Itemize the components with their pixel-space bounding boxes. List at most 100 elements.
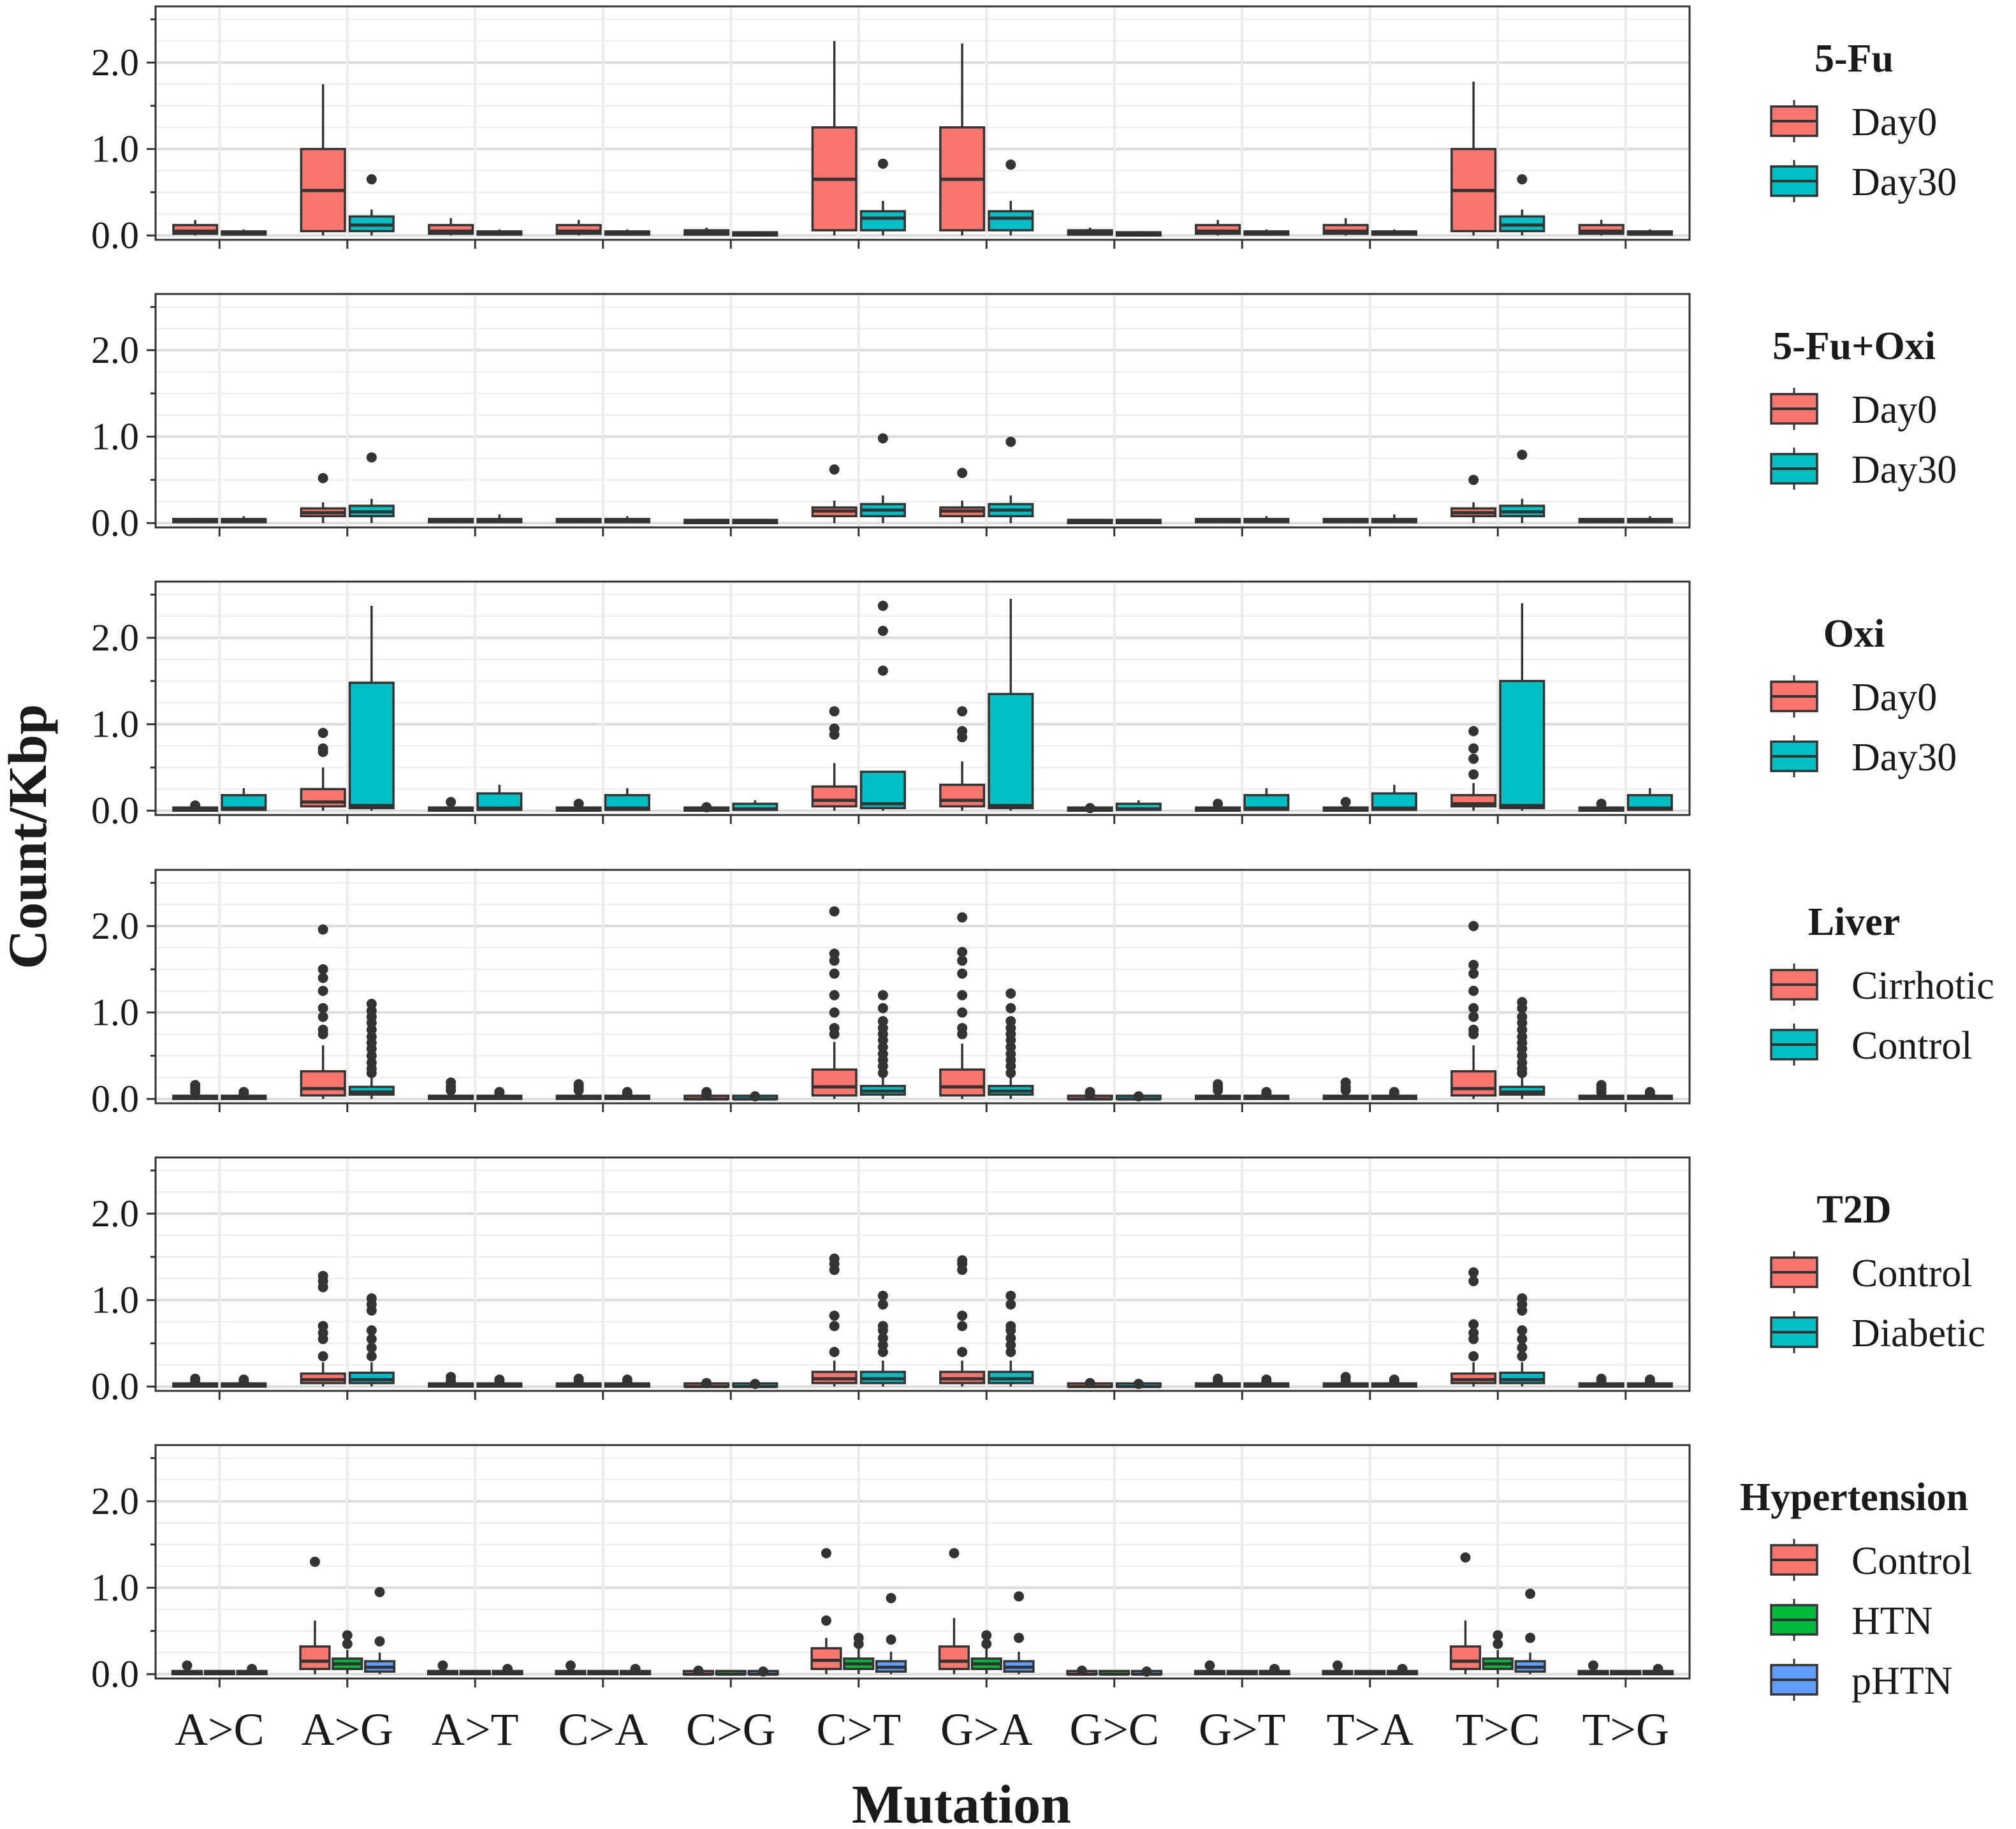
box-body <box>810 1647 842 1670</box>
outlier-point <box>1525 1589 1536 1599</box>
outlier-point <box>1644 1087 1655 1098</box>
box-A>T-Day0 <box>428 797 474 812</box>
outlier-point <box>318 985 328 996</box>
panel-background <box>156 6 1690 240</box>
legend-5: T2D Control Diabetic <box>1770 1188 1985 1355</box>
legend-key-Diabetic <box>1770 1311 1818 1353</box>
panel-border <box>154 580 1691 816</box>
outlier-point <box>701 1087 712 1098</box>
box-T>G-Day0 <box>1578 518 1625 524</box>
box-T>C-Day30 <box>1499 174 1545 236</box>
outlier-point <box>829 990 840 1001</box>
box-C>A-Day0 <box>555 798 602 812</box>
box-T>A-Day0 <box>1322 218 1369 236</box>
outlier-point <box>957 1255 968 1266</box>
legend-key-Day30 <box>1770 448 1818 490</box>
x-tick-label: A>T <box>432 1704 519 1755</box>
outlier-point <box>1468 921 1479 932</box>
outlier-point <box>318 1003 328 1013</box>
legend-key-Control <box>1770 1024 1818 1066</box>
legend-title: 5-Fu <box>1815 37 1894 80</box>
outlier-point <box>829 1023 840 1034</box>
outlier-point <box>981 1638 992 1649</box>
box-body <box>221 794 267 811</box>
outlier-point <box>318 473 328 483</box>
box-A>T-Cirrhotic <box>428 1077 474 1100</box>
panel-background <box>156 870 1690 1103</box>
box-T>G-Day30 <box>1626 229 1673 236</box>
legend-2: 5-Fu+Oxi Day0 Day30 <box>1770 325 1957 492</box>
panel-border <box>154 1444 1691 1680</box>
outlier-point <box>1596 1080 1607 1091</box>
outlier-point <box>1596 798 1607 809</box>
outlier-point <box>877 600 888 611</box>
box-C>T-Day0 <box>811 464 858 524</box>
box-A>C-Day30 <box>221 229 267 236</box>
outlier-point <box>1460 1552 1471 1563</box>
outlier-point <box>1468 753 1479 764</box>
box-body <box>939 783 986 808</box>
outlier-point <box>829 968 840 979</box>
box-A>T-pHTN <box>492 1664 523 1675</box>
outlier-point <box>622 1374 632 1385</box>
outlier-point <box>821 1615 831 1626</box>
box-G>T-Control <box>1195 1374 1241 1388</box>
legend-label: Day30 <box>1852 448 1957 492</box>
box-body <box>988 693 1034 809</box>
outlier-point <box>1468 1351 1479 1362</box>
outlier-point <box>318 924 328 935</box>
box-T>G-Control <box>1577 1660 1609 1675</box>
box-body <box>859 770 906 809</box>
outlier-point <box>1468 474 1479 485</box>
box-C>T-Day30 <box>859 600 906 811</box>
outlier-point <box>182 1660 193 1671</box>
legend-label: Control <box>1852 1539 1972 1583</box>
box-C>G-Day0 <box>683 228 730 236</box>
legend-label: Control <box>1852 1252 1972 1295</box>
outlier-point <box>374 1587 385 1598</box>
box-T>A-Control <box>1371 1087 1417 1100</box>
outlier-point <box>877 1003 888 1013</box>
outlier-point <box>1213 1374 1223 1385</box>
x-tick-label: T>G <box>1582 1704 1669 1755</box>
legend-4: Liver Cirrhotic Control <box>1770 900 1994 1068</box>
outlier-point <box>1525 1633 1536 1643</box>
box-A>G-Diabetic <box>348 1293 395 1387</box>
panel-border <box>154 869 1691 1105</box>
outlier-point <box>957 726 968 737</box>
box-A>T-HTN <box>459 1670 491 1675</box>
box-T>A-pHTN <box>1386 1664 1419 1675</box>
box-C>T-Control <box>810 1548 842 1675</box>
outlier-point <box>1005 988 1016 999</box>
box-T>G-Day30 <box>1626 516 1673 524</box>
box-A>T-Day30 <box>476 514 523 524</box>
box-T>G-Day0 <box>1578 798 1625 812</box>
outlier-point <box>190 1080 201 1091</box>
box-T>A-Day30 <box>1371 784 1417 811</box>
outlier-point <box>1517 174 1528 185</box>
outlier-point <box>1213 1079 1223 1090</box>
outlier-point <box>446 797 457 807</box>
panel-background <box>156 1445 1690 1678</box>
y-tick-label: 0.0 <box>91 1078 139 1120</box>
box-C>A-HTN <box>587 1670 619 1675</box>
box-G>T-Cirrhotic <box>1195 1079 1241 1100</box>
box-G>C-HTN <box>1099 1670 1130 1676</box>
box-body <box>988 210 1034 231</box>
box-A>C-Control <box>171 1660 203 1675</box>
box-T>A-Day30 <box>1371 514 1417 524</box>
panel-background <box>156 1157 1690 1391</box>
outlier-point <box>1468 769 1479 780</box>
box-A>C-pHTN <box>236 1664 268 1675</box>
outlier-point <box>190 800 201 811</box>
box-A>G-Day30 <box>348 605 395 811</box>
outlier-point <box>750 1091 761 1102</box>
box-C>A-Cirrhotic <box>555 1079 602 1100</box>
panel-border <box>154 1156 1691 1392</box>
outlier-point <box>829 1007 840 1018</box>
outlier-point <box>877 433 888 444</box>
y-tick-label: 0.0 <box>91 790 139 832</box>
box-body <box>938 1645 970 1670</box>
box-C>A-Day0 <box>555 518 602 524</box>
outlier-point <box>1085 1377 1095 1388</box>
